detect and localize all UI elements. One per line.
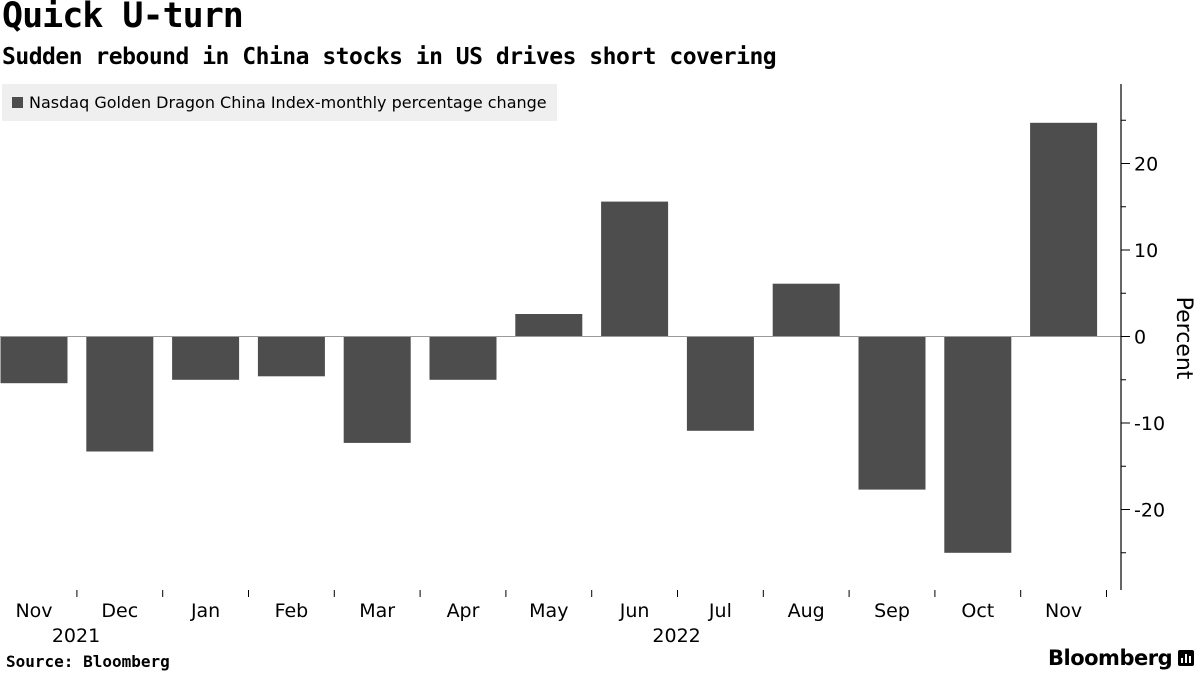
source-note: Source: Bloomberg [6, 652, 170, 671]
bar [0, 336, 68, 384]
x-tick-label: Mar [359, 600, 395, 622]
x-tick-label: Jan [190, 600, 220, 622]
x-tick-label: Sep [874, 600, 910, 622]
chart-subtitle: Sudden rebound in China stocks in US dri… [2, 44, 777, 70]
x-tick-label: Aug [788, 600, 825, 622]
bar [1030, 122, 1098, 337]
bar [343, 336, 411, 443]
legend-swatch [12, 97, 23, 108]
x-tick-label: Nov [15, 600, 52, 622]
bar-chart-icon [1178, 650, 1195, 666]
bar [944, 336, 1012, 553]
bar [601, 201, 669, 337]
chart-title: Quick U-turn [2, 0, 244, 36]
x-tick-label: Apr [447, 600, 480, 622]
bloomberg-logo: Bloomberg [1048, 646, 1195, 670]
x-tick-label: Feb [275, 600, 309, 622]
bar [429, 336, 497, 380]
bar [686, 336, 754, 431]
bar [772, 283, 840, 337]
bar [257, 336, 325, 377]
x-tick-label: Jun [619, 600, 650, 622]
legend-label: Nasdaq Golden Dragon China Index-monthly… [29, 93, 547, 112]
bar [858, 336, 926, 490]
x-tick-label: May [529, 600, 568, 622]
y-tick-label: 10 [1134, 240, 1158, 262]
x-tick-label: Oct [961, 600, 994, 622]
y-tick-label: 20 [1134, 154, 1158, 176]
bar [515, 314, 583, 337]
y-tick-label: 0 [1134, 327, 1146, 349]
y-tick-label: -10 [1134, 413, 1165, 435]
x-year-label: 2022 [652, 625, 700, 647]
bar [172, 336, 240, 380]
brand-wordmark: Bloomberg [1048, 646, 1173, 670]
x-tick-label: Nov [1045, 600, 1082, 622]
x-tick-label: Dec [101, 600, 138, 622]
y-tick-label: -20 [1134, 500, 1165, 522]
x-tick-label: Jul [708, 600, 732, 622]
bar [86, 336, 154, 452]
x-year-label: 2021 [52, 625, 100, 647]
y-axis-title: Percent [1171, 297, 1196, 380]
legend: Nasdaq Golden Dragon China Index-monthly… [2, 84, 557, 121]
